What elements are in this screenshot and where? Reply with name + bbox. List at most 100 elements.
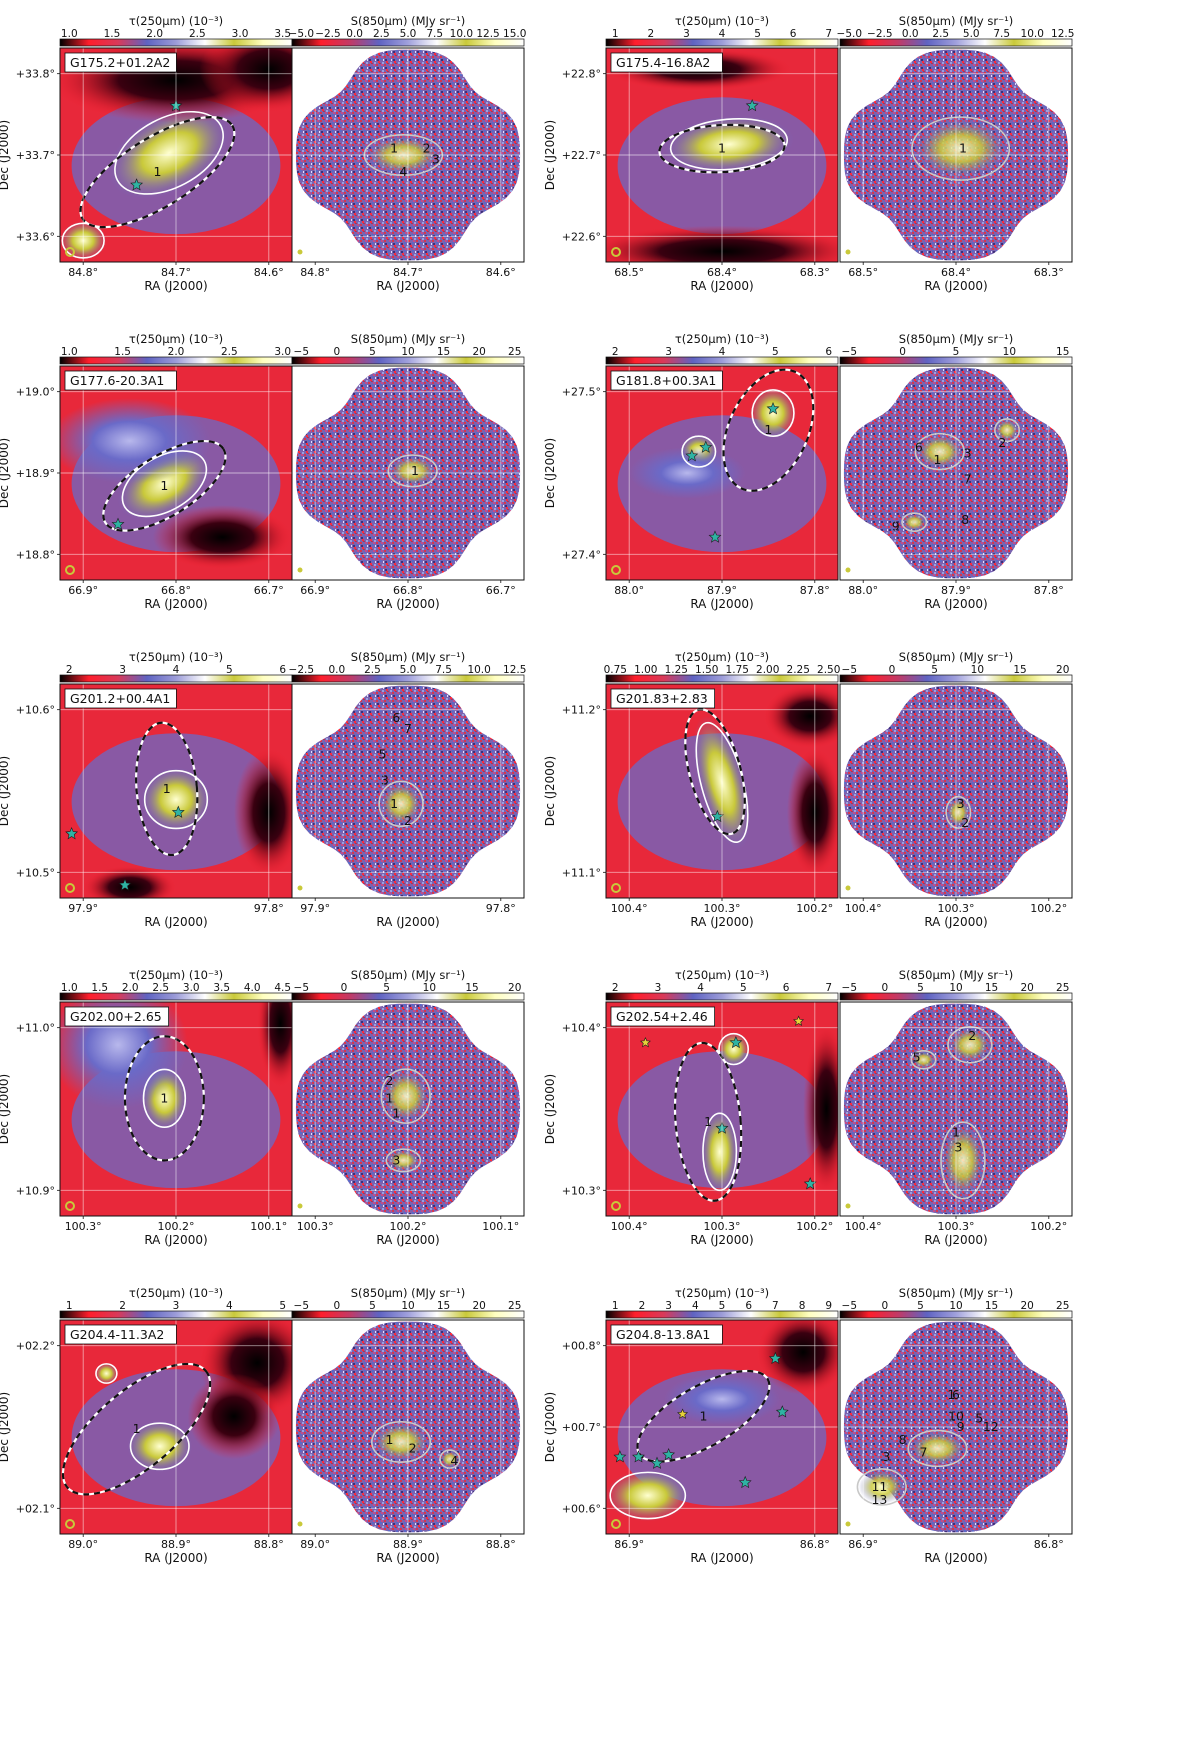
clump-label: 1 [959, 141, 967, 156]
panel-G181.8+00.3A1: τ(250μm) (10⁻³) 2 3 4 5 6 S(850μm) (MJy sr⁻¹) −… [543, 332, 1073, 611]
x-axis-label-s850: RA (J2000) [376, 915, 439, 929]
colorbar-tick-label: 15 [985, 982, 998, 994]
y-tick-label: +33.8° [16, 68, 55, 81]
x-axis-label-tau: RA (J2000) [690, 1233, 753, 1247]
clump-label: 2 [968, 1028, 976, 1043]
y-axis-label: Dec (J2000) [0, 120, 11, 190]
s850-contour [856, 1468, 907, 1506]
colorbar-tick-label: 15 [465, 982, 478, 994]
tau-frame [605, 365, 839, 581]
x-tick-label-s850: 66.7° [486, 584, 516, 597]
colorbar-tick-label: 15 [1013, 664, 1026, 676]
beam-marker [65, 247, 75, 257]
beam-marker [65, 1201, 75, 1211]
colorbar-tick-label: 2.5 [364, 664, 381, 676]
colorbar-tick-label: 2.5 [932, 28, 949, 40]
field-label-frame [64, 52, 177, 73]
tau-low-region [763, 684, 838, 749]
colorbar-tick-label: 2.25 [787, 664, 810, 676]
x-tick-label-tau: 88.0° [614, 584, 644, 597]
colorbar-title-tau: τ(250μm) (10⁻³) [675, 332, 769, 346]
yso-star [111, 517, 125, 530]
colorbar-tau: τ(250μm) (10⁻³) 2 3 4 5 6 7 [605, 968, 839, 1001]
colorbar-tau-bar [59, 674, 293, 683]
s850-emission [389, 455, 436, 486]
s850-emission [440, 1450, 460, 1468]
x-axis-label-s850: RA (J2000) [376, 1233, 439, 1247]
x-tick-label-s850: 86.9° [848, 1538, 878, 1551]
s850-frame [291, 1319, 525, 1535]
s850-contour [385, 1148, 422, 1173]
colorbar-tick-label: 20 [508, 982, 521, 994]
source-ellipse [673, 1041, 743, 1202]
colorbar-tick-label: 5.0 [400, 664, 417, 676]
x-tick-label-s850: 87.9° [941, 584, 971, 597]
colorbar-s850: S(850μm) (MJy sr⁻¹) −5 0 5 10 15 [839, 332, 1073, 365]
yso-star [738, 1475, 752, 1489]
colorbar-title-tau: τ(250μm) (10⁻³) [675, 1286, 769, 1300]
field-label-frame [64, 688, 177, 709]
colorbar-tick-label: 0 [899, 346, 906, 358]
y-tick-label: +18.8° [16, 548, 55, 561]
x-tick-label-s850: 100.3° [297, 1220, 334, 1233]
x-axis-label-s850: RA (J2000) [924, 1233, 987, 1247]
colorbar-tick-label: −5 [842, 664, 857, 676]
clump-label: 11 [871, 1479, 887, 1494]
clump-label: 3 [964, 446, 972, 461]
x-tick-label-tau: 100.4° [611, 1220, 648, 1233]
y-tick-label: +22.8° [562, 68, 601, 81]
colorbar-tick-label: 0 [882, 982, 889, 994]
x-tick-label-s850: 66.8° [393, 584, 423, 597]
y-tick-label: +27.4° [562, 548, 601, 561]
colorbar-tick-label: 25 [1056, 1300, 1069, 1312]
colorbar-title-tau: τ(250μm) (10⁻³) [675, 14, 769, 28]
colorbar-tick-label: −5 [842, 1300, 857, 1312]
colorbar-tick-label: 10 [401, 346, 414, 358]
colorbar-tick-label: 6 [825, 346, 832, 358]
colorbar-tick-label: 5 [279, 1300, 286, 1312]
clump-label: 1 [390, 141, 398, 156]
yso-star [65, 827, 79, 840]
x-axis-label-s850: RA (J2000) [924, 279, 987, 293]
x-axis-label-tau: RA (J2000) [144, 1551, 207, 1565]
colorbar-tau-bar [59, 38, 293, 47]
x-tick-label-s850: 100.3° [938, 1220, 975, 1233]
x-tick-label-tau: 97.9° [68, 902, 98, 915]
colorbar-tick-label: 5 [383, 982, 390, 994]
s850-contour [901, 512, 928, 533]
colorbar-tau-bar [59, 1310, 293, 1319]
x-axis-label-s850: RA (J2000) [924, 1551, 987, 1565]
colorbar-tick-label: 2.5 [373, 28, 390, 40]
x-axis-label-s850: RA (J2000) [924, 915, 987, 929]
field-label-frame [610, 1006, 715, 1027]
beam-marker [845, 1521, 851, 1527]
source-ellipse [123, 1035, 205, 1162]
x-axis-label-tau: RA (J2000) [144, 279, 207, 293]
clump-label: 8 [899, 1432, 907, 1447]
colorbar-tick-label: 7 [825, 982, 832, 994]
tau-high-region [606, 1469, 690, 1522]
beam-marker [845, 567, 851, 573]
s850-emission [373, 1422, 429, 1462]
x-axis-label-tau: RA (J2000) [144, 597, 207, 611]
colorbar-tick-label: 6 [745, 1300, 752, 1312]
colorbar-title-s850: S(850μm) (MJy sr⁻¹) [899, 332, 1014, 346]
colorbar-tick-label: 3 [173, 1300, 180, 1312]
s850-frame [291, 47, 525, 263]
colorbar-tick-label: 7 [825, 28, 832, 40]
s850-frame [839, 683, 1073, 899]
y-axis-label: Dec (J2000) [543, 438, 557, 508]
x-tick-label-s850: 100.4° [845, 902, 882, 915]
colorbar-tick-label: 1 [612, 28, 619, 40]
colorbar-tick-label: 0.0 [329, 664, 346, 676]
x-tick-label-s850: 84.6° [486, 266, 516, 279]
tau-contour [142, 1068, 187, 1128]
x-tick-label-s850: 88.9° [393, 1538, 423, 1551]
y-tick-label: +11.0° [16, 1022, 55, 1035]
tau-low-region [803, 1023, 838, 1195]
tau-map [60, 684, 292, 898]
x-tick-label-s850: 97.9° [300, 902, 330, 915]
colorbar-title-s850: S(850μm) (MJy sr⁻¹) [351, 332, 466, 346]
colorbar-tick-label: 5 [931, 664, 938, 676]
beam-marker [65, 883, 75, 893]
